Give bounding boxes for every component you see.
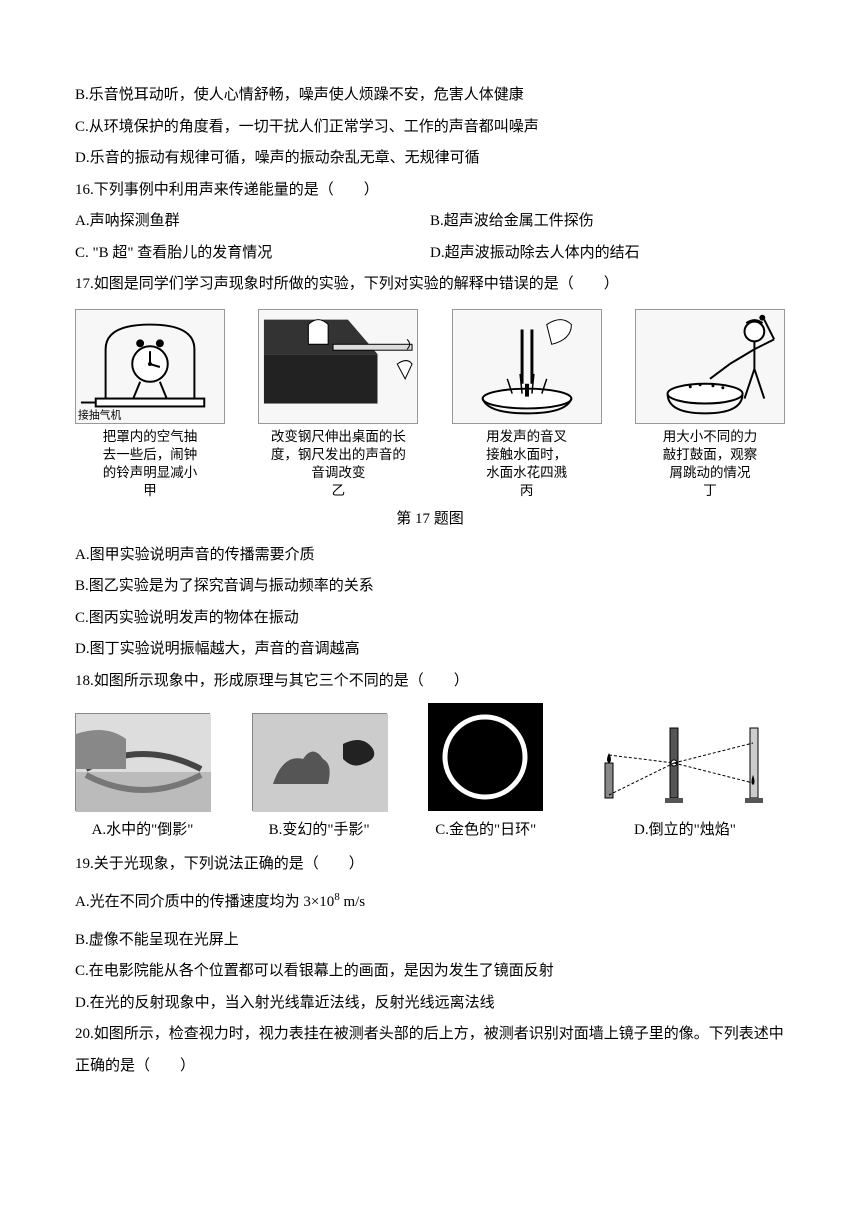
q18-img-a <box>75 713 210 811</box>
q17-stem: 17.如图是同学们学习声现象时所做的实验，下列对实验的解释中错误的是（ ） <box>75 269 785 301</box>
q17-fig-yi-c3: 音调改变 <box>311 464 365 482</box>
q18-item-c: C.金色的"日环" <box>428 703 543 847</box>
q18-img-b <box>252 713 387 811</box>
q18-figures: A.水中的"倒影" B.变幻的"手影" C.金色的"日环" <box>75 703 785 847</box>
q17-opt-b: B.图乙实验是为了探究音调与振动频率的关系 <box>75 571 785 603</box>
q16-row1: A.声呐探测鱼群 B.超声波给金属工件探伤 <box>75 206 785 238</box>
q19-a-base: 3×10 <box>303 894 334 910</box>
q17-fig-jia-label: 甲 <box>143 482 157 500</box>
q17-fig-bing-label: 丙 <box>520 482 534 500</box>
q17-caption: 第 17 题图 <box>75 504 785 536</box>
q18-item-a: A.水中的"倒影" <box>75 713 210 847</box>
q17-fig-ding-c1: 用大小不同的力 <box>663 428 758 446</box>
q16-opt-d: D.超声波振动除去人体内的结石 <box>430 238 785 270</box>
q17-fig-bing: 用发声的音叉 接触水面时， 水面水花四溅 丙 <box>452 309 602 501</box>
q15-opt-b: B.乐音悦耳动听，使人心情舒畅，噪声使人烦躁不安，危害人体健康 <box>75 80 785 112</box>
q19-stem: 19.关于光现象，下列说法正确的是（ ） <box>75 849 785 881</box>
q17-figures: 接抽气机 把罩内的空气抽 去一些后，闹钟 的铃声明显减小 甲 改变钢尺 <box>75 309 785 501</box>
q17-opt-d: D.图丁实验说明振幅越大，声音的音调越高 <box>75 634 785 666</box>
q15-opt-c: C.从环境保护的角度看，一切干扰人们正常学习、工作的声音都叫噪声 <box>75 112 785 144</box>
q17-fig-bing-c3: 水面水花四溅 <box>486 464 567 482</box>
q17-fig-ding: 用大小不同的力 敲打鼓面，观察 屑跳动的情况 丁 <box>635 309 785 501</box>
q17-fig-jia-c3: 的铃声明显减小 <box>103 464 198 482</box>
q19-opt-d: D.在光的反射现象中，当入射光线靠近法线，反射光线远离法线 <box>75 988 785 1020</box>
q19-opt-b: B.虚像不能呈现在光屏上 <box>75 925 785 957</box>
q17-fig-ding-c3: 屑跳动的情况 <box>669 464 750 482</box>
q17-fig-ding-c2: 敲打鼓面，观察 <box>663 446 758 464</box>
q18-label-c: C.金色的"日环" <box>435 815 536 847</box>
q17-fig-jia-c2: 去一些后，闹钟 <box>103 446 198 464</box>
q17-fig-yi-img <box>258 309 418 424</box>
q17-fig-bing-img <box>452 309 602 424</box>
q19-a-unit: m/s <box>340 894 365 910</box>
q16-opt-c: C. "B 超" 查看胎儿的发育情况 <box>75 238 430 270</box>
q17-fig-ding-img <box>635 309 785 424</box>
q16-opt-a: A.声呐探测鱼群 <box>75 206 430 238</box>
q18-img-d <box>585 713 785 811</box>
q16-stem: 16.下列事例中利用声来传递能量的是（ ） <box>75 175 785 207</box>
q18-label-b: B.变幻的"手影" <box>269 815 370 847</box>
q19-a-formula: 3×108 m/s <box>303 894 365 910</box>
q18-label-d: D.倒立的"烛焰" <box>634 815 736 847</box>
q17-fig-jia: 接抽气机 把罩内的空气抽 去一些后，闹钟 的铃声明显减小 甲 <box>75 309 225 501</box>
q17-fig-yi-c1: 改变钢尺伸出桌面的长 <box>271 428 406 446</box>
q17-fig-jia-c1: 把罩内的空气抽 <box>103 428 198 446</box>
q19-opt-a: A.光在不同介质中的传播速度均为 3×108 m/s <box>75 886 785 919</box>
q20-stem: 20.如图所示，检查视力时，视力表挂在被测者头部的后上方，被测者识别对面墙上镜子… <box>75 1019 785 1082</box>
q15-opt-d: D.乐音的振动有规律可循，噪声的振动杂乱无章、无规律可循 <box>75 143 785 175</box>
q18-item-d: D.倒立的"烛焰" <box>585 713 785 847</box>
q17-opt-a: A.图甲实验说明声音的传播需要介质 <box>75 540 785 572</box>
q17-fig-yi-label: 乙 <box>332 482 346 500</box>
q18-stem: 18.如图所示现象中，形成原理与其它三个不同的是（ ） <box>75 666 785 698</box>
q17-fig-ding-label: 丁 <box>703 482 717 500</box>
q18-img-c <box>428 703 543 811</box>
q18-item-b: B.变幻的"手影" <box>252 713 387 847</box>
q17-fig-yi: 改变钢尺伸出桌面的长 度，钢尺发出的声音的 音调改变 乙 <box>258 309 418 501</box>
q17-fig-bing-c1: 用发声的音叉 <box>486 428 567 446</box>
q16-opt-b: B.超声波给金属工件探伤 <box>430 206 785 238</box>
q17-fig-jia-img: 接抽气机 <box>75 309 225 424</box>
svg-text:接抽气机: 接抽气机 <box>78 407 122 421</box>
q19-a-pre: A.光在不同介质中的传播速度均为 <box>75 894 300 910</box>
q16-row2: C. "B 超" 查看胎儿的发育情况 D.超声波振动除去人体内的结石 <box>75 238 785 270</box>
q17-fig-yi-c2: 度，钢尺发出的声音的 <box>271 446 406 464</box>
q18-label-a: A.水中的"倒影" <box>92 815 194 847</box>
q19-opt-c: C.在电影院能从各个位置都可以看银幕上的画面，是因为发生了镜面反射 <box>75 956 785 988</box>
q17-opt-c: C.图丙实验说明发声的物体在振动 <box>75 603 785 635</box>
q17-fig-bing-c2: 接触水面时， <box>486 446 567 464</box>
